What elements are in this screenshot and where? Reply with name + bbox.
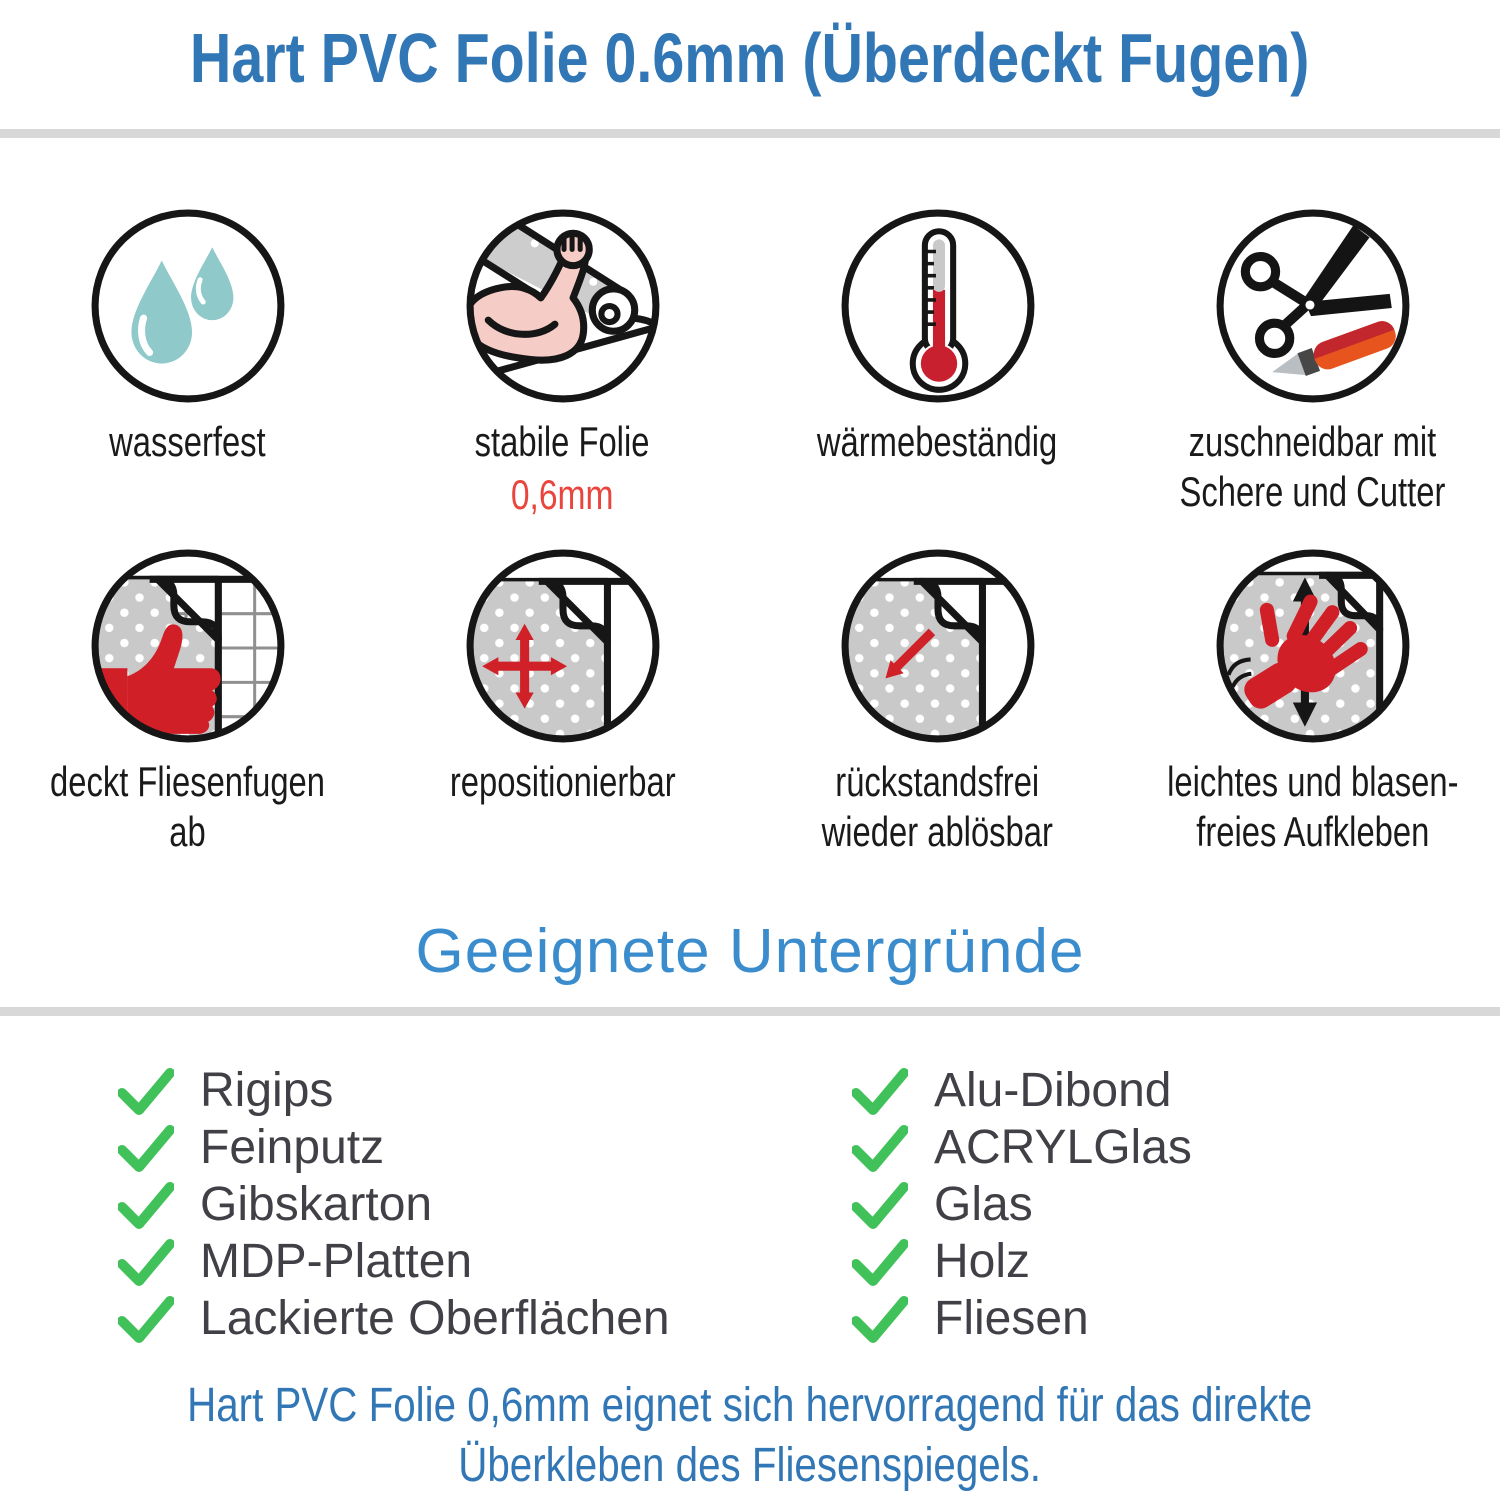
feature-caption: leichtes und blasen- freies Aufkleben	[1166, 758, 1459, 855]
thumb-up-tiles-icon	[91, 549, 284, 743]
list-item-label: Fliesen	[934, 1292, 1089, 1345]
check-icon	[852, 1295, 908, 1343]
feature-caption: wärmebeständig	[817, 418, 1058, 465]
header-divider	[0, 129, 1500, 138]
feature-caption: wasserfest	[109, 418, 266, 465]
list-item-label: Gibskarton	[200, 1178, 433, 1231]
list-item-label: MDP-Platten	[200, 1235, 473, 1288]
feature-wasserfest: wasserfest	[0, 205, 375, 519]
page-title-text: Hart PVC Folie 0.6mm (Überdeckt Fugen)	[190, 19, 1310, 97]
list-item-label: Rigips	[200, 1064, 334, 1117]
feature-caption: repositionierbar	[449, 758, 676, 805]
feature-stabile-folie: stabile Folie 0,6mm	[375, 205, 750, 519]
check-icon	[118, 1181, 174, 1229]
section-divider	[0, 1007, 1500, 1016]
check-icon	[118, 1238, 174, 1286]
list-item: Feinputz	[118, 1119, 670, 1176]
list-item: Lackierte Oberflächen	[118, 1290, 670, 1347]
list-item-label: Feinputz	[200, 1121, 385, 1174]
feature-waermebestaendig: wärmebeständig	[750, 205, 1125, 519]
list-item: MDP-Platten	[118, 1233, 670, 1290]
list-item: Glas	[852, 1176, 1192, 1233]
feature-row-1: wasserfest stabile Folie	[0, 205, 1500, 519]
list-item-label: Glas	[934, 1178, 1033, 1231]
check-icon	[852, 1067, 908, 1115]
feature-repositionierbar: repositionierbar	[375, 545, 750, 856]
check-icon	[118, 1295, 174, 1343]
list-item: Fliesen	[852, 1290, 1192, 1347]
footer-note: Hart PVC Folie 0,6mm eignet sich hervorr…	[0, 1376, 1500, 1497]
list-item: Gibskarton	[118, 1176, 670, 1233]
hand-smoothing-foil-icon	[1216, 549, 1409, 743]
feature-row-2: deckt Fliesenfugen ab	[0, 545, 1500, 856]
footer-note-text: Hart PVC Folie 0,6mm eignet sich hervorr…	[187, 1379, 1313, 1493]
substrate-list-right: Alu-Dibond ACRYLGlas Glas Holz Fliesen	[852, 1062, 1192, 1347]
feature-rueckstandsfrei: rückstandsfrei wieder ablösbar	[750, 545, 1125, 856]
feature-caption: deckt Fliesenfugen ab	[50, 758, 325, 855]
check-icon	[852, 1124, 908, 1172]
list-item: Rigips	[118, 1062, 670, 1119]
list-item-label: ACRYLGlas	[934, 1121, 1192, 1174]
water-drops-icon	[91, 209, 284, 403]
section-title: Geeignete Untergründe	[415, 917, 1085, 986]
feature-caption: zuschneidbar mit Schere und Cutter	[1179, 418, 1446, 515]
foil-move-arrows-icon	[466, 549, 659, 743]
list-item: Holz	[852, 1233, 1192, 1290]
list-item-label: Lackierte Oberflächen	[200, 1292, 670, 1345]
feature-zuschneidbar: zuschneidbar mit Schere und Cutter	[1125, 205, 1500, 519]
muscle-arm-foil-icon	[466, 209, 659, 403]
feature-caption: stabile Folie	[475, 418, 650, 465]
list-item-label: Holz	[934, 1235, 1031, 1288]
foil-peel-arrow-icon	[841, 549, 1034, 743]
list-item: ACRYLGlas	[852, 1119, 1192, 1176]
check-icon	[118, 1124, 174, 1172]
check-icon	[852, 1238, 908, 1286]
feature-caption: rückstandsfrei wieder ablösbar	[821, 758, 1054, 855]
substrate-list-left: Rigips Feinputz Gibskarton MDP-Platten L…	[118, 1062, 670, 1347]
list-item-label: Alu-Dibond	[934, 1064, 1172, 1117]
page-title: Hart PVC Folie 0.6mm (Überdeckt Fugen)	[0, 18, 1500, 98]
check-icon	[852, 1181, 908, 1229]
feature-deckt-fugen: deckt Fliesenfugen ab	[0, 545, 375, 856]
thermometer-icon	[841, 209, 1034, 403]
list-item: Alu-Dibond	[852, 1062, 1192, 1119]
feature-leichtes-aufkleben: leichtes und blasen- freies Aufkleben	[1125, 545, 1500, 856]
feature-subcaption: 0,6mm	[511, 470, 614, 518]
check-icon	[118, 1067, 174, 1115]
scissors-cutter-icon	[1216, 209, 1409, 403]
